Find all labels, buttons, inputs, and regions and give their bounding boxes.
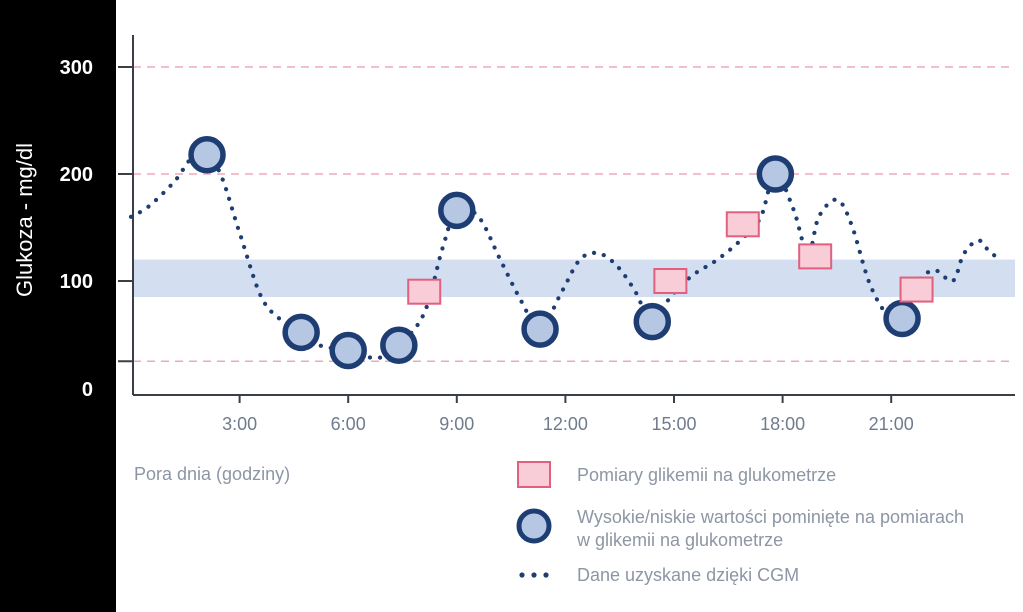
missed-value-point [188, 135, 226, 174]
legend-label-cgm: Dane uzyskane dzięki CGM [577, 565, 799, 585]
legend-square-marker [517, 461, 551, 488]
legend-label-missed-line-1: Wysokie/niskie wartości pominięte na pom… [577, 507, 964, 527]
meter-readings-series [407, 211, 934, 305]
missed-value-point [633, 302, 672, 341]
missed-value-point [282, 313, 320, 352]
y-axis-panel [0, 0, 116, 612]
meter-reading-point [899, 276, 934, 303]
missed-value-point [380, 326, 418, 364]
x-tick-label: 15:00 [651, 414, 696, 434]
meter-reading-point [653, 268, 688, 294]
missed-value-point [756, 155, 795, 193]
missed-value-point [329, 331, 367, 370]
meter-reading-point [725, 211, 760, 238]
legend-label-missed-line-2: w glikemii na glukometrze [576, 530, 783, 550]
legend-label-meter: Pomiary glikemii na glukometrze [577, 465, 836, 485]
legend-circle-marker [516, 508, 552, 544]
axis-ticks: 0 100 200 300 3:00 6:00 9:00 12:00 15:00 18:00 21:… [60, 57, 914, 434]
y-tick-label: 300 [60, 57, 93, 79]
missed-value-point [438, 191, 476, 230]
missed-values-series [188, 135, 921, 370]
meter-reading-point [407, 278, 442, 305]
x-axis-label: Pora dnia (godziny) [134, 464, 290, 484]
gridlines [133, 66, 1015, 362]
y-axis-label: Glukoza - mg/dl [12, 143, 37, 297]
x-tick-label: 9:00 [439, 414, 474, 434]
legend-dots-marker [519, 572, 549, 578]
y-tick-label: 0 [82, 379, 93, 401]
y-tick-label: 200 [60, 164, 93, 186]
x-tick-label: 12:00 [543, 414, 588, 434]
cgm-series [128, 152, 1002, 361]
cgm-dotted-line [128, 152, 1002, 361]
y-tick-label: 100 [60, 271, 93, 293]
legend: Pomiary glikemii na glukometrze Wysokie/… [516, 461, 964, 585]
x-tick-label: 6:00 [331, 414, 366, 434]
x-tick-label: 3:00 [222, 414, 257, 434]
missed-value-point [883, 299, 921, 338]
x-tick-label: 18:00 [760, 414, 805, 434]
missed-value-point [521, 310, 559, 348]
x-tick-label: 21:00 [869, 414, 914, 434]
meter-reading-point [798, 243, 833, 270]
target-range-band [133, 259, 1015, 298]
